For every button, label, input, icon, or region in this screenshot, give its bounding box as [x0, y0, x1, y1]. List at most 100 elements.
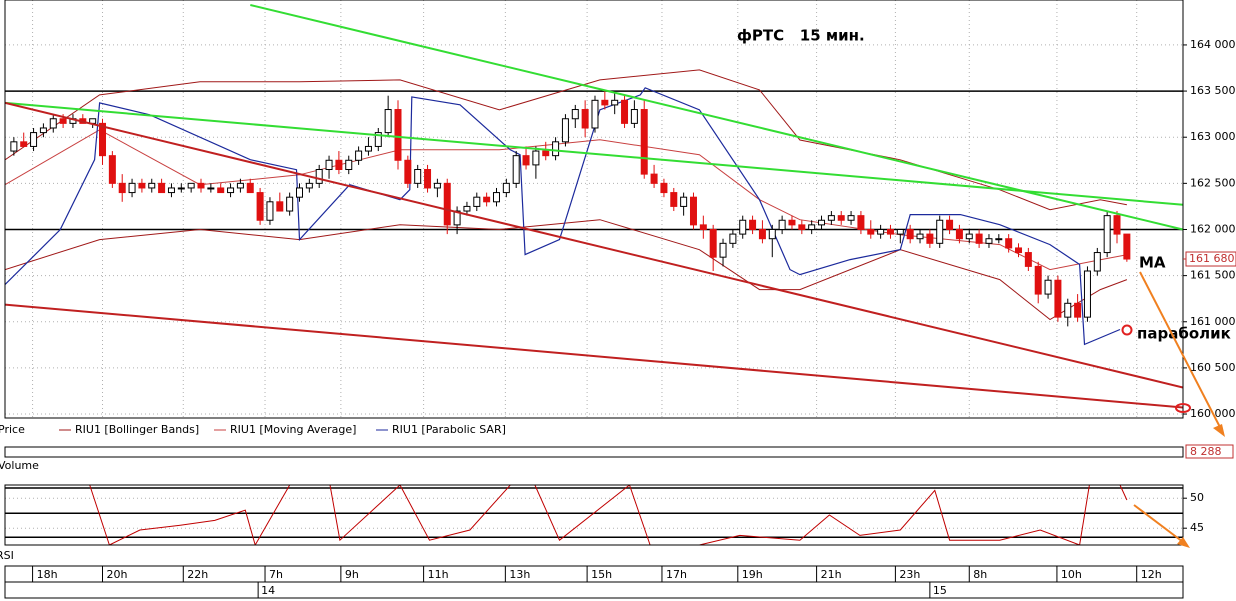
candle-body	[778, 219, 786, 230]
candle-body	[867, 228, 875, 235]
candle-body	[798, 224, 806, 230]
candle-body	[502, 182, 510, 194]
candle-body	[364, 145, 372, 152]
candle-body	[256, 192, 264, 221]
candle-body	[1054, 279, 1062, 318]
price-frame	[4, 0, 1184, 419]
x-tick-label: 8h	[973, 568, 987, 581]
candle-body	[138, 182, 146, 189]
legend-entry: RIU1 [Bollinger Bands]	[75, 423, 199, 436]
x-tick-label: 11h	[428, 568, 449, 581]
x-tick-label: 20h	[107, 568, 128, 581]
candle-body	[512, 155, 520, 184]
day-tick-label: 14	[261, 584, 275, 597]
candle-body	[837, 215, 845, 221]
x-tick-label: 18h	[37, 568, 58, 581]
candle-body	[995, 238, 1003, 241]
y-tick-label: 160 500	[1190, 361, 1236, 374]
candle-body	[699, 224, 707, 230]
candle-body	[266, 201, 274, 221]
candle-body	[374, 132, 382, 147]
candle-body	[20, 141, 28, 147]
candle-body	[886, 228, 894, 235]
marker-circle	[1175, 403, 1191, 413]
annotation: МА	[1139, 254, 1166, 272]
y-tick-label: 50	[1190, 491, 1204, 504]
candle-body	[39, 127, 47, 134]
candle-body	[1015, 247, 1023, 254]
y-tick-label: 45	[1190, 521, 1204, 534]
x-tick-label: 9h	[345, 568, 359, 581]
candle-body	[571, 109, 579, 120]
trend-line	[5, 303, 1183, 409]
candle-body	[532, 150, 540, 166]
candle-body	[148, 182, 156, 189]
candle-body	[739, 219, 747, 235]
x-tick-label: 19h	[742, 568, 763, 581]
x-tick-label: 15h	[591, 568, 612, 581]
candle-body	[640, 109, 648, 175]
rsi-frame	[4, 484, 1184, 546]
candle-body	[906, 228, 914, 240]
day-tick-label: 15	[933, 584, 947, 597]
candle-body	[660, 182, 668, 194]
y-tick-label: 163 000	[1190, 130, 1236, 143]
candle-body	[581, 109, 589, 129]
candle-body	[118, 182, 126, 194]
candle-body	[305, 182, 313, 189]
legend-entry: RIU1 [Moving Average]	[230, 423, 356, 436]
rsi-plot	[5, 485, 1183, 545]
candle-body	[296, 187, 303, 198]
candle-body	[167, 187, 175, 194]
x-tick-label: 12h	[1141, 568, 1162, 581]
candle-body	[424, 169, 432, 189]
candle-body	[650, 173, 658, 184]
candle-body	[463, 205, 471, 212]
candle-body	[689, 196, 697, 226]
candle-body	[1005, 238, 1013, 249]
rsi-line	[89, 485, 1128, 545]
candle-body	[414, 169, 422, 184]
x-tick-label: 10h	[1061, 568, 1082, 581]
candle-body	[108, 155, 116, 184]
candle-body	[433, 182, 441, 189]
arrow-head	[1213, 424, 1225, 437]
annotation: параболик	[1137, 325, 1231, 343]
band-lower	[5, 219, 1128, 321]
candle-body	[768, 228, 776, 240]
volume-frame	[4, 446, 1184, 458]
candle-body	[621, 99, 629, 124]
candle-body	[877, 228, 885, 235]
candle-body	[59, 118, 67, 124]
candle-body	[670, 192, 678, 207]
legend-entry: Price	[0, 423, 25, 436]
candle-body	[197, 182, 205, 189]
candle-body	[827, 215, 835, 221]
candle-body	[1103, 215, 1111, 254]
indicator-line	[5, 129, 1127, 271]
candle-body	[1113, 215, 1121, 235]
candle-body	[926, 233, 934, 244]
candle-body	[1044, 279, 1052, 295]
candle-body	[335, 159, 343, 171]
arrow-head	[1177, 537, 1190, 548]
x-tick-label: 13h	[509, 568, 530, 581]
legend-entry: RIU1 [Parabolic SAR]	[392, 423, 506, 436]
candle-body	[542, 150, 550, 157]
candle-body	[30, 132, 38, 147]
indicator-line	[5, 87, 1121, 346]
candle-body	[818, 219, 826, 226]
x-tick-label: 7h	[269, 568, 283, 581]
candle-body	[276, 201, 284, 212]
candle-body	[552, 141, 560, 157]
candle-body	[749, 219, 757, 230]
candle-body	[473, 196, 481, 207]
arrow	[1133, 504, 1188, 546]
candle-body	[630, 109, 638, 124]
candle-body	[955, 228, 963, 240]
y-tick-label: 160 000	[1190, 407, 1236, 420]
candle-body	[808, 224, 816, 230]
candle-body	[788, 219, 796, 226]
candle-body	[522, 155, 530, 166]
